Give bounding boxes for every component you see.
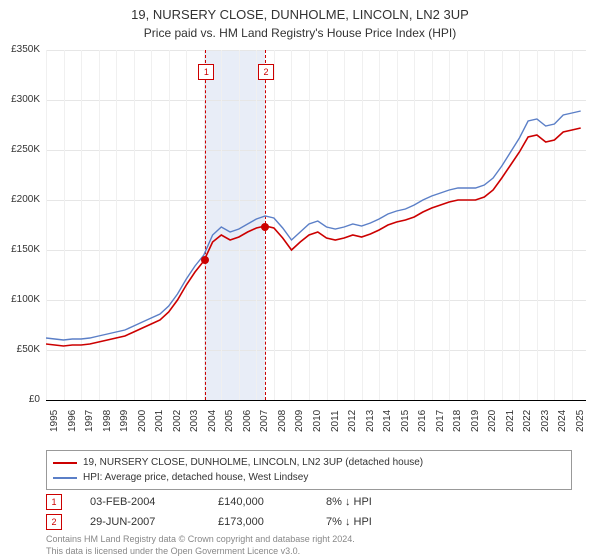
sale-diff-vs-hpi: 8% ↓ HPI [326, 496, 436, 508]
chart-container: 19, NURSERY CLOSE, DUNHOLME, LINCOLN, LN… [0, 0, 600, 560]
series-line [46, 128, 581, 346]
chart-subtitle: Price paid vs. HM Land Registry's House … [0, 26, 600, 40]
legend-swatch [53, 462, 77, 464]
sale-price: £173,000 [218, 516, 298, 528]
x-axis-label: 2023 [540, 410, 551, 432]
x-axis-label: 1996 [67, 410, 78, 432]
x-axis-label: 2025 [575, 410, 586, 432]
y-axis-label: £250K [0, 144, 40, 155]
legend: 19, NURSERY CLOSE, DUNHOLME, LINCOLN, LN… [46, 450, 572, 490]
y-axis-label: £300K [0, 94, 40, 105]
line-series-svg [46, 50, 586, 400]
sale-diff-vs-hpi: 7% ↓ HPI [326, 516, 436, 528]
x-axis-label: 2002 [172, 410, 183, 432]
y-axis-label: £150K [0, 244, 40, 255]
x-axis-label: 2015 [400, 410, 411, 432]
chart-area: £0£50K£100K£150K£200K£250K£300K£350K1995… [46, 50, 586, 420]
legend-swatch [53, 477, 77, 479]
x-axis-label: 2016 [417, 410, 428, 432]
x-axis-label: 2008 [277, 410, 288, 432]
sale-index-box: 1 [46, 494, 62, 510]
x-axis-label: 2010 [312, 410, 323, 432]
y-axis-label: £50K [0, 344, 40, 355]
series-line [46, 111, 581, 340]
x-axis-label: 2024 [557, 410, 568, 432]
x-axis-label: 2007 [259, 410, 270, 432]
footer-line-1: Contains HM Land Registry data © Crown c… [46, 534, 355, 546]
legend-label: 19, NURSERY CLOSE, DUNHOLME, LINCOLN, LN… [83, 455, 423, 470]
x-axis-label: 2022 [522, 410, 533, 432]
x-axis-label: 2011 [330, 410, 341, 432]
sales-table: 1 03-FEB-2004 £140,000 8% ↓ HPI 2 29-JUN-2007… [46, 492, 572, 532]
sale-row: 2 29-JUN-2007 £173,000 7% ↓ HPI [46, 512, 572, 532]
sale-date: 03-FEB-2004 [90, 496, 190, 508]
x-axis-label: 2004 [207, 410, 218, 432]
x-axis-label: 1998 [102, 410, 113, 432]
x-axis-label: 1999 [119, 410, 130, 432]
sale-index-box: 2 [46, 514, 62, 530]
sale-date: 29-JUN-2007 [90, 516, 190, 528]
sale-point-dot [201, 256, 209, 264]
x-axis-label: 2013 [365, 410, 376, 432]
x-axis-label: 2019 [470, 410, 481, 432]
x-axis-label: 2001 [154, 410, 165, 432]
y-axis-label: £0 [0, 394, 40, 405]
y-axis-label: £100K [0, 294, 40, 305]
x-axis-label: 2000 [137, 410, 148, 432]
sale-point-dot [261, 223, 269, 231]
legend-label: HPI: Average price, detached house, West… [83, 470, 308, 485]
x-axis-label: 2009 [294, 410, 305, 432]
x-axis-label: 2012 [347, 410, 358, 432]
sale-price: £140,000 [218, 496, 298, 508]
footer-line-2: This data is licensed under the Open Gov… [46, 546, 355, 558]
x-axis-label: 2006 [242, 410, 253, 432]
x-axis-label: 2005 [224, 410, 235, 432]
legend-item: 19, NURSERY CLOSE, DUNHOLME, LINCOLN, LN… [53, 455, 565, 470]
y-gridline [46, 400, 586, 401]
chart-title: 19, NURSERY CLOSE, DUNHOLME, LINCOLN, LN… [0, 0, 600, 24]
footer-attribution: Contains HM Land Registry data © Crown c… [46, 534, 355, 557]
x-axis-label: 1997 [84, 410, 95, 432]
y-axis-label: £200K [0, 194, 40, 205]
x-axis-label: 2020 [487, 410, 498, 432]
x-axis-label: 1995 [49, 410, 60, 432]
plot-region: £0£50K£100K£150K£200K£250K£300K£350K1995… [46, 50, 586, 400]
legend-item: HPI: Average price, detached house, West… [53, 470, 565, 485]
sale-row: 1 03-FEB-2004 £140,000 8% ↓ HPI [46, 492, 572, 512]
x-axis-label: 2003 [189, 410, 200, 432]
x-axis-label: 2017 [435, 410, 446, 432]
x-axis-label: 2014 [382, 410, 393, 432]
x-axis-label: 2021 [505, 410, 516, 432]
y-axis-label: £350K [0, 44, 40, 55]
x-axis-label: 2018 [452, 410, 463, 432]
